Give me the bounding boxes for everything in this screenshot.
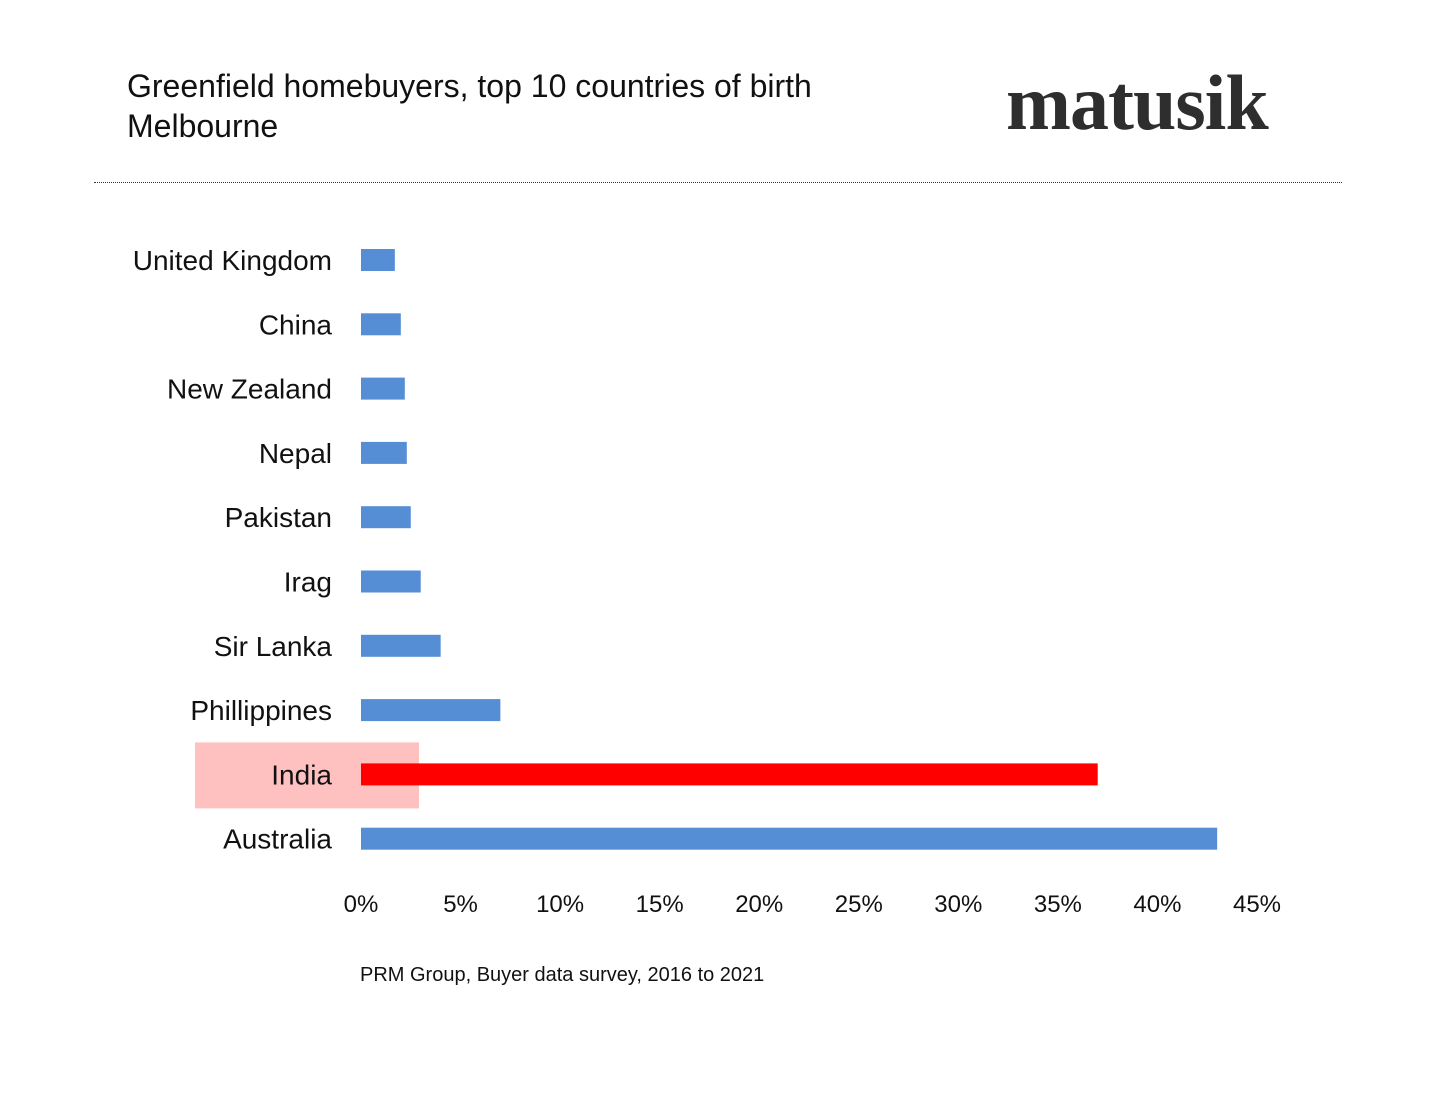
x-tick-label: 0%: [344, 891, 379, 918]
chart-subtitle: Melbourne: [127, 108, 279, 144]
bar-india: [361, 763, 1098, 786]
category-label: Pakistan: [225, 502, 332, 533]
x-tick-label: 30%: [934, 891, 982, 918]
category-label: Nepal: [259, 438, 332, 469]
x-tick-label: 10%: [536, 891, 584, 918]
bar-united-kingdom: [361, 249, 395, 271]
bar-sir-lanka: [361, 634, 441, 657]
category-label: India: [271, 759, 332, 790]
x-tick-label: 40%: [1133, 891, 1181, 918]
category-label: New Zealand: [167, 374, 332, 405]
bar-irag: [361, 570, 421, 593]
chart-title: Greenfield homebuyers, top 10 countries …: [127, 68, 812, 104]
category-label: Australia: [223, 824, 332, 855]
matusik-logo: matusik: [1006, 59, 1269, 146]
source-note: PRM Group, Buyer data survey, 2016 to 20…: [360, 964, 765, 986]
bar-china: [361, 313, 401, 336]
category-label: Phillippines: [190, 695, 332, 726]
bar-nepal: [361, 441, 407, 464]
bar-australia: [361, 827, 1218, 850]
bar-new-zealand: [361, 377, 405, 400]
x-tick-label: 45%: [1233, 891, 1281, 918]
x-tick-label: 35%: [1034, 891, 1082, 918]
category-label: United Kingdom: [133, 245, 332, 276]
header-divider: [94, 182, 1342, 183]
x-tick-label: 20%: [735, 891, 783, 918]
bar-pakistan: [361, 506, 411, 529]
category-label: Sir Lanka: [214, 631, 333, 662]
category-label: Irag: [284, 567, 332, 598]
x-tick-label: 25%: [835, 891, 883, 918]
category-label: China: [259, 309, 333, 340]
x-tick-label: 5%: [443, 891, 478, 918]
x-tick-label: 15%: [636, 891, 684, 918]
bar-phillippines: [361, 699, 501, 722]
